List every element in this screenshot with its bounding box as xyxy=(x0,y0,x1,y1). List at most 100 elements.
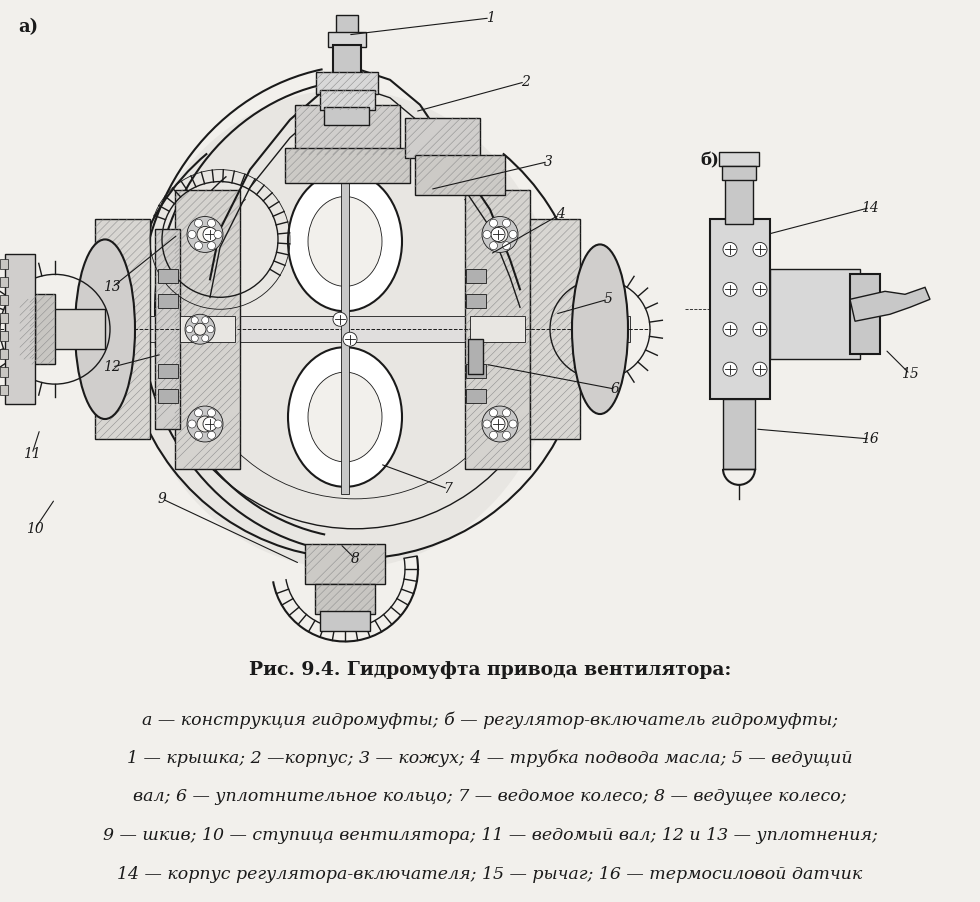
Ellipse shape xyxy=(130,90,560,568)
Circle shape xyxy=(194,409,203,417)
Bar xyxy=(180,317,235,342)
Text: 10: 10 xyxy=(26,521,44,536)
Text: вал; 6 — уплотнительное кольцо; 7 — ведомое колесо; 8 — ведущее колесо;: вал; 6 — уплотнительное кольцо; 7 — ведо… xyxy=(133,788,847,805)
Circle shape xyxy=(197,416,213,432)
Ellipse shape xyxy=(288,347,402,487)
Bar xyxy=(0,295,8,305)
Circle shape xyxy=(753,322,767,336)
Text: 14 — корпус регулятора-включателя; 15 — рычаг; 16 — термосиловой датчик: 14 — корпус регулятора-включателя; 15 — … xyxy=(118,866,862,883)
Text: 6: 6 xyxy=(611,382,619,396)
Circle shape xyxy=(202,335,209,342)
Circle shape xyxy=(489,219,498,227)
Bar xyxy=(0,367,8,377)
Polygon shape xyxy=(850,288,930,321)
Circle shape xyxy=(723,322,737,336)
Bar xyxy=(155,229,180,429)
Bar xyxy=(466,389,486,403)
Circle shape xyxy=(482,216,518,253)
Text: 15: 15 xyxy=(902,367,919,382)
Circle shape xyxy=(723,362,737,376)
Circle shape xyxy=(753,243,767,256)
Bar xyxy=(324,106,369,124)
Bar xyxy=(175,189,240,469)
Circle shape xyxy=(188,231,196,238)
Bar xyxy=(315,584,375,613)
Bar xyxy=(0,313,8,323)
Circle shape xyxy=(191,335,198,342)
Bar xyxy=(470,317,525,342)
Bar xyxy=(333,45,361,75)
Bar xyxy=(465,189,530,469)
Text: 3: 3 xyxy=(544,154,553,169)
Ellipse shape xyxy=(572,244,628,414)
Text: 13: 13 xyxy=(103,281,121,294)
Circle shape xyxy=(208,431,216,439)
Bar xyxy=(30,294,55,364)
Bar xyxy=(5,254,35,404)
Bar xyxy=(405,118,480,158)
Text: а — конструкция гидромуфты; б — регулятор-включатель гидромуфты;: а — конструкция гидромуфты; б — регулято… xyxy=(142,711,838,729)
Bar xyxy=(320,90,375,110)
Bar xyxy=(305,544,385,584)
Text: 7: 7 xyxy=(444,482,453,496)
Bar xyxy=(341,164,349,494)
Circle shape xyxy=(194,431,203,439)
Bar xyxy=(158,389,178,403)
Bar xyxy=(95,219,150,439)
Bar xyxy=(158,364,178,378)
Bar xyxy=(719,152,759,166)
Bar xyxy=(770,270,860,359)
Circle shape xyxy=(187,216,223,253)
Bar xyxy=(158,294,178,308)
Circle shape xyxy=(492,416,508,432)
Text: 1: 1 xyxy=(485,11,495,25)
Ellipse shape xyxy=(75,239,135,419)
Circle shape xyxy=(509,231,517,238)
Bar xyxy=(850,274,880,354)
Circle shape xyxy=(509,420,517,428)
Text: 1 — крышка; 2 —корпус; 3 — кожух; 4 — трубка подвода масла; 5 — ведущий: 1 — крышка; 2 —корпус; 3 — кожух; 4 — тр… xyxy=(127,750,853,768)
Bar xyxy=(710,219,770,399)
Circle shape xyxy=(723,243,737,256)
Circle shape xyxy=(191,317,198,324)
Bar xyxy=(316,72,378,94)
Circle shape xyxy=(503,409,511,417)
Text: 9: 9 xyxy=(158,492,167,506)
Circle shape xyxy=(489,431,498,439)
Text: 14: 14 xyxy=(861,200,879,215)
Circle shape xyxy=(188,420,196,428)
Circle shape xyxy=(208,242,216,250)
Bar xyxy=(0,260,8,270)
Text: 9 — шкив; 10 — ступица вентилятора; 11 — ведомый вал; 12 и 13 — уплотнения;: 9 — шкив; 10 — ступица вентилятора; 11 —… xyxy=(103,827,877,844)
Bar xyxy=(0,331,8,341)
Text: 2: 2 xyxy=(520,75,529,88)
Circle shape xyxy=(186,326,193,333)
Bar xyxy=(295,105,400,154)
Bar xyxy=(466,270,486,283)
Circle shape xyxy=(214,231,222,238)
Circle shape xyxy=(208,409,216,417)
Circle shape xyxy=(723,282,737,296)
Text: 8: 8 xyxy=(351,552,360,566)
Circle shape xyxy=(753,362,767,376)
Bar xyxy=(530,219,580,439)
Circle shape xyxy=(503,431,511,439)
Circle shape xyxy=(491,417,505,431)
Circle shape xyxy=(503,219,511,227)
Bar xyxy=(468,339,483,374)
Bar xyxy=(0,349,8,359)
Circle shape xyxy=(207,326,214,333)
Ellipse shape xyxy=(288,171,402,311)
Circle shape xyxy=(492,226,508,243)
Text: Рис. 9.4. Гидромуфта привода вентилятора:: Рис. 9.4. Гидромуфта привода вентилятора… xyxy=(249,661,731,679)
Circle shape xyxy=(194,242,203,250)
Bar xyxy=(723,399,755,469)
Bar xyxy=(30,317,630,342)
Circle shape xyxy=(202,317,209,324)
Ellipse shape xyxy=(308,373,382,462)
Bar xyxy=(158,270,178,283)
Bar xyxy=(725,160,753,225)
Bar xyxy=(328,32,366,47)
Bar xyxy=(466,364,486,378)
Circle shape xyxy=(203,417,217,431)
